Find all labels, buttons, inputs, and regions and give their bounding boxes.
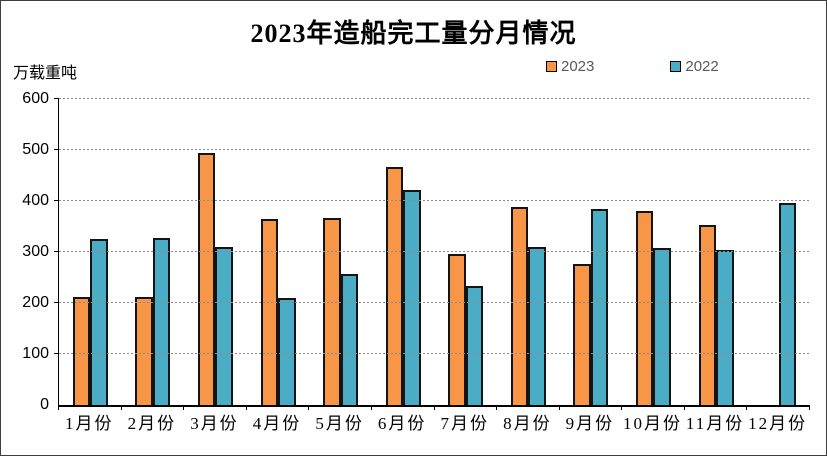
gridline-300: [59, 251, 810, 252]
bar-2023-5月份: [323, 217, 341, 405]
bar-2022-1月份: [90, 239, 108, 405]
y-tick-100: [54, 353, 59, 354]
x-axis-label-7月份: 7月份: [440, 414, 489, 433]
x-axis-label-1月份: 1月份: [65, 414, 114, 433]
x-tick-6: [433, 405, 435, 410]
y-tick-200: [54, 302, 59, 303]
bar-2023-10月份: [635, 210, 654, 405]
y-axis-unit-label: 万载重吨: [13, 65, 78, 82]
gridline-600: [59, 98, 810, 99]
x-axis-label-6月份: 6月份: [377, 414, 427, 433]
bar-group-10月份: [622, 99, 685, 405]
bar-2023-6月份: [385, 167, 404, 405]
bar-2022-3月份: [215, 247, 233, 405]
bar-2023-3月份: [197, 152, 216, 405]
bars-row: [59, 99, 810, 405]
x-tick-9: [621, 405, 623, 410]
legend-swatch-2022-icon: [670, 61, 682, 72]
y-axis-label-400: 400: [22, 192, 49, 209]
y-axis-label-0: 0: [40, 396, 49, 413]
plot-area: [54, 98, 810, 410]
bar-2023-4月份: [260, 219, 279, 405]
bar-2022-9月份: [590, 208, 609, 405]
bar-2022-11月份: [716, 250, 734, 405]
y-axis-label-100: 100: [22, 345, 49, 362]
x-tick-2: [183, 405, 185, 410]
legend-item-2022: 2022: [670, 58, 719, 75]
x-axis-label-10月份: 10月份: [622, 414, 682, 433]
bar-2023-9月份: [573, 264, 591, 405]
x-axis-label-2月份: 2月份: [127, 414, 177, 433]
gridline-200: [59, 302, 810, 303]
x-axis-label-3月份: 3月份: [190, 414, 239, 433]
x-axis-label-4月份: 4月份: [252, 414, 302, 433]
bar-2023-7月份: [448, 254, 466, 405]
x-tick-12: [809, 405, 810, 410]
bar-2022-2月份: [152, 237, 171, 405]
bar-group-1月份: [59, 99, 122, 405]
x-axis-label-8月份: 8月份: [503, 414, 552, 433]
bar-group-5月份: [309, 99, 372, 405]
gridline-500: [59, 149, 810, 150]
bar-2023-1月份: [72, 297, 91, 405]
bar-group-3月份: [184, 99, 247, 405]
bar-2023-8月份: [510, 207, 529, 405]
x-tick-3: [245, 405, 247, 410]
x-tick-7: [496, 405, 498, 410]
bar-2022-4月份: [278, 298, 296, 405]
x-axis-label-12月份: 12月份: [748, 414, 808, 433]
legend: 2023 2022: [546, 58, 719, 75]
y-tick-600: [54, 98, 59, 99]
y-axis-label-300: 300: [22, 243, 49, 260]
bar-group-2月份: [122, 99, 185, 405]
legend-item-2023: 2023: [546, 58, 594, 75]
y-tick-300: [54, 251, 59, 252]
bar-2022-5月份: [340, 274, 359, 405]
gridline-400: [59, 200, 810, 201]
x-axis-labels: 1月份 2月份 3月份 4月份 5月份 6月份 7月份 8月份 9月份 10月份 11月份 12月份: [58, 409, 809, 434]
y-axis-label-200: 200: [22, 294, 49, 311]
x-axis-label-9月份: 9月份: [565, 414, 615, 433]
y-axis-label-500: 500: [22, 141, 49, 158]
bar-group-11月份: [685, 99, 748, 405]
bar-2022-8月份: [528, 246, 546, 405]
bar-2022-6月份: [403, 190, 421, 405]
x-tick-0: [58, 405, 59, 410]
bar-group-12月份: [747, 99, 810, 405]
y-tick-500: [54, 149, 59, 150]
legend-swatch-2023-icon: [546, 61, 557, 72]
bar-2023-11月份: [698, 225, 717, 405]
x-tick-10: [683, 405, 685, 410]
bar-group-4月份: [247, 99, 310, 405]
x-tick-8: [558, 405, 560, 410]
y-tick-400: [54, 200, 59, 201]
bar-2023-2月份: [135, 297, 153, 405]
bar-2022-10月份: [653, 247, 671, 405]
chart-title: 2023年造船完工量分月情况: [250, 19, 577, 48]
bar-group-9月份: [560, 99, 623, 405]
gridline-100: [59, 353, 810, 354]
x-tick-1: [120, 405, 122, 410]
bar-group-8月份: [497, 99, 560, 405]
x-tick-5: [370, 405, 372, 410]
bar-group-7月份: [434, 99, 497, 405]
x-tick-4: [308, 405, 310, 410]
bar-2022-12月份: [778, 203, 797, 405]
legend-label-2023: 2023: [561, 58, 595, 75]
y-axis-label-600: 600: [22, 90, 49, 107]
bar-group-6月份: [372, 99, 435, 405]
x-tick-11: [746, 405, 748, 410]
legend-label-2022: 2022: [685, 58, 719, 75]
x-axis-label-11月份: 11月份: [685, 414, 745, 433]
bar-2022-7月份: [465, 285, 484, 405]
x-axis-label-5月份: 5月份: [315, 414, 364, 433]
